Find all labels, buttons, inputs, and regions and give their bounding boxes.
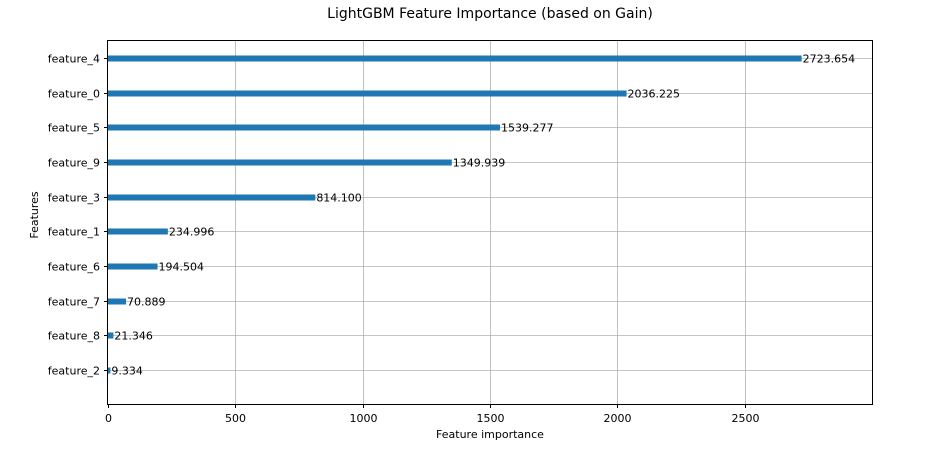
bar bbox=[108, 124, 501, 131]
x-tick-label: 500 bbox=[225, 412, 246, 425]
bar-value-label: 234.996 bbox=[169, 226, 215, 239]
x-tick-label: 1000 bbox=[350, 412, 378, 425]
bar-value-label: 194.504 bbox=[159, 261, 205, 274]
y-tick-label: feature_5 bbox=[48, 122, 100, 135]
bar bbox=[108, 332, 114, 339]
bar-value-label: 814.100 bbox=[316, 192, 362, 205]
bar bbox=[108, 55, 802, 62]
y-axis-label: Features bbox=[28, 191, 41, 239]
x-axis-ticks: 0 500 1000 1500 2000 2500 bbox=[105, 404, 760, 425]
x-axis-label: Feature importance bbox=[436, 428, 544, 441]
y-tick-label: feature_1 bbox=[48, 226, 100, 239]
y-tick-label: feature_4 bbox=[48, 53, 100, 66]
y-axis-ticks: feature_4 feature_0 feature_5 feature_9feat… bbox=[48, 53, 108, 378]
x-tick-label: 0 bbox=[105, 412, 112, 425]
x-tick-label: 1500 bbox=[477, 412, 505, 425]
bar bbox=[108, 90, 627, 97]
bar-value-label: 2723.654 bbox=[803, 53, 856, 66]
y-tick-label: feature_3 bbox=[48, 192, 100, 205]
bar bbox=[108, 228, 168, 235]
y-tick-label: feature_2 bbox=[48, 365, 100, 378]
bar-value-label: 2036.225 bbox=[628, 88, 681, 101]
bar-value-label: 21.346 bbox=[114, 330, 153, 343]
bar bbox=[108, 194, 316, 201]
chart-title: LightGBM Feature Importance (based on Ga… bbox=[327, 6, 653, 22]
bars bbox=[108, 55, 802, 374]
bar bbox=[108, 263, 158, 270]
bar-value-label: 1539.277 bbox=[501, 122, 554, 135]
y-tick-label: feature_8 bbox=[48, 330, 100, 343]
y-tick-label: feature_0 bbox=[48, 88, 100, 101]
bar-value-label: 70.889 bbox=[127, 296, 166, 309]
bar-value-label: 9.334 bbox=[111, 365, 143, 378]
data-labels: 2723.654 2036.225 1539.277 1349.939 814.100 2… bbox=[111, 53, 855, 378]
x-tick-label: 2500 bbox=[732, 412, 760, 425]
bar bbox=[108, 367, 111, 374]
bar bbox=[108, 298, 127, 305]
bar bbox=[108, 159, 452, 166]
x-tick-label: 2000 bbox=[604, 412, 632, 425]
y-tick-label: feature_9 bbox=[48, 157, 100, 170]
y-tick-label: feature_6 bbox=[48, 261, 100, 274]
bar-value-label: 1349.939 bbox=[453, 157, 506, 170]
y-tick-label: feature_7 bbox=[48, 296, 100, 309]
